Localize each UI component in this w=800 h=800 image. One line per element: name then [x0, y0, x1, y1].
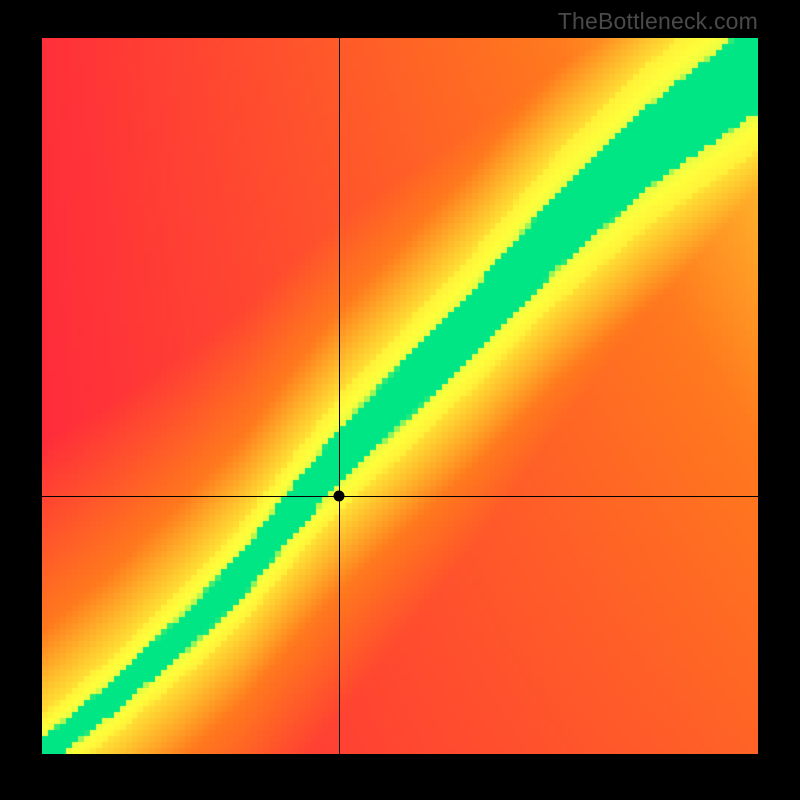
- crosshair-horizontal: [42, 496, 758, 497]
- crosshair-vertical: [339, 38, 340, 754]
- attribution-text: TheBottleneck.com: [558, 8, 758, 35]
- marker-dot: [334, 491, 345, 502]
- bottleneck-heatmap: [42, 38, 758, 754]
